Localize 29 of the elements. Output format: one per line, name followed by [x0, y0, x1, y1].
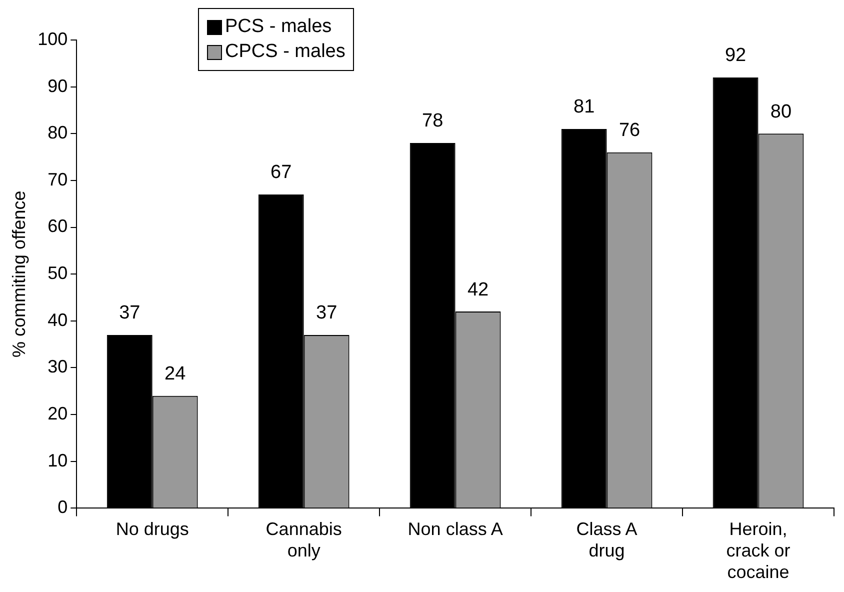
x-tick-label: Heroin, crack or cocaine [726, 518, 790, 582]
y-tick-label: 0 [58, 497, 68, 518]
x-tick-label: Class A drug [576, 518, 638, 561]
y-tick-label: 90 [48, 76, 68, 96]
data-label: 80 [770, 101, 792, 122]
data-label: 92 [724, 45, 746, 66]
y-tick-label: 60 [48, 216, 68, 236]
x-tick-label: No drugs [116, 518, 189, 539]
legend-label: PCS - males [225, 16, 332, 38]
data-label: 37 [119, 302, 140, 324]
y-axis-title: % commiting offence [8, 190, 29, 358]
y-tick-label: 40 [48, 310, 68, 330]
y-tick-label: 20 [48, 404, 68, 424]
data-label: 42 [467, 279, 489, 300]
legend-label: CPCS - males [225, 41, 346, 63]
y-tick-label: 80 [48, 122, 68, 143]
data-label: 24 [164, 364, 186, 385]
x-tick-label: Non class A [408, 518, 503, 539]
data-label: 78 [422, 110, 444, 132]
data-label: 81 [574, 96, 595, 118]
y-tick-label: 30 [48, 356, 68, 377]
y-tick-label: 10 [48, 450, 68, 470]
x-tick-label: Cannabis only [266, 518, 342, 561]
y-tick-label: 50 [48, 263, 68, 284]
data-label: 37 [316, 302, 338, 324]
y-tick-label: 70 [48, 169, 68, 190]
data-label: 76 [618, 120, 640, 142]
y-tick-label: 100 [38, 28, 68, 49]
data-label: 67 [270, 162, 292, 184]
